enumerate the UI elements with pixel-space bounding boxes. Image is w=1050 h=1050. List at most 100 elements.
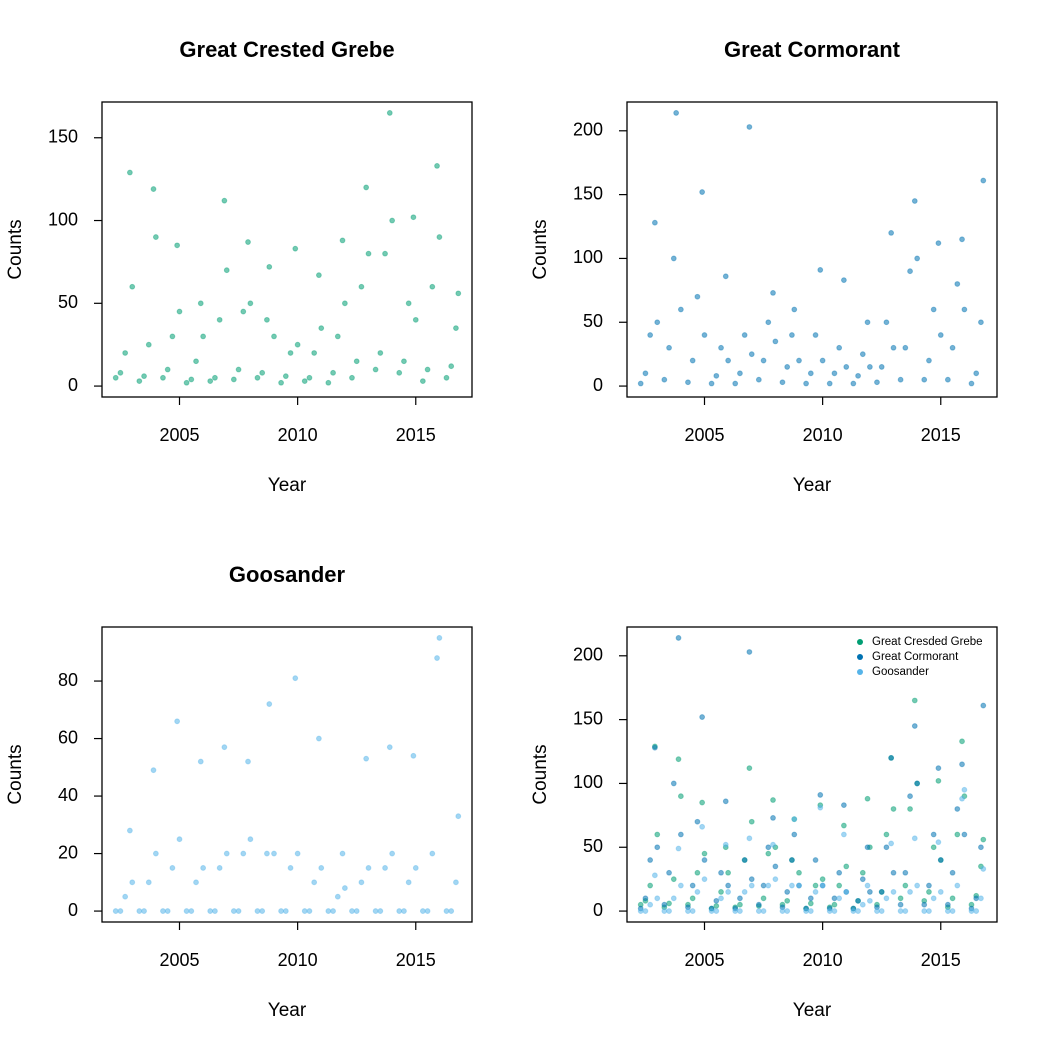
data-point bbox=[902, 908, 909, 914]
data-point bbox=[840, 277, 847, 284]
data-point bbox=[325, 908, 332, 914]
data-point bbox=[419, 378, 426, 385]
data-point bbox=[836, 344, 843, 351]
data-point bbox=[412, 316, 419, 323]
data-point bbox=[699, 799, 706, 806]
data-point bbox=[410, 214, 417, 221]
data-point bbox=[812, 332, 819, 338]
data-point bbox=[737, 370, 743, 377]
data-point bbox=[334, 893, 341, 900]
data-point bbox=[772, 338, 779, 345]
data-point bbox=[230, 908, 237, 914]
data-point bbox=[748, 882, 755, 889]
data-point bbox=[866, 364, 873, 370]
data-point bbox=[914, 882, 921, 889]
y-tick-label: 0 bbox=[68, 900, 78, 920]
data-point bbox=[890, 869, 897, 876]
data-point bbox=[850, 380, 857, 387]
data-point bbox=[382, 865, 388, 871]
data-point bbox=[883, 895, 890, 902]
data-point bbox=[315, 735, 322, 742]
data-point bbox=[770, 289, 776, 296]
data-point bbox=[748, 818, 755, 825]
data-point bbox=[937, 889, 944, 895]
data-point bbox=[713, 372, 720, 379]
y-tick-label: 0 bbox=[593, 900, 603, 920]
data-point bbox=[746, 765, 753, 772]
data-point bbox=[888, 230, 895, 236]
data-point bbox=[271, 333, 277, 340]
data-point bbox=[339, 850, 346, 857]
data-point bbox=[784, 908, 791, 914]
data-point bbox=[330, 369, 336, 376]
data-point bbox=[358, 879, 365, 886]
data-point bbox=[911, 198, 918, 204]
data-point bbox=[436, 234, 443, 240]
data-point bbox=[890, 344, 897, 351]
data-point bbox=[169, 865, 176, 871]
data-point bbox=[694, 818, 701, 825]
data-point bbox=[791, 816, 798, 823]
data-point bbox=[353, 908, 360, 914]
data-point bbox=[365, 865, 372, 871]
data-point bbox=[673, 110, 680, 116]
data-point bbox=[807, 900, 814, 907]
data-point bbox=[755, 376, 762, 383]
data-point bbox=[448, 908, 455, 914]
data-point bbox=[831, 370, 838, 377]
data-point bbox=[339, 237, 346, 244]
data-point bbox=[197, 758, 204, 765]
data-point bbox=[807, 370, 814, 377]
data-point bbox=[746, 649, 753, 655]
data-point bbox=[318, 865, 325, 871]
data-point bbox=[855, 372, 861, 379]
y-tick-label: 150 bbox=[573, 708, 603, 728]
data-point bbox=[741, 332, 748, 338]
data-point bbox=[722, 273, 729, 280]
data-point bbox=[365, 250, 372, 257]
data-point bbox=[311, 879, 318, 886]
data-point bbox=[654, 844, 661, 851]
data-point bbox=[141, 908, 147, 914]
data-point bbox=[878, 908, 885, 914]
x-tick-label: 2005 bbox=[159, 950, 199, 970]
data-point bbox=[949, 344, 956, 351]
data-point bbox=[770, 814, 776, 821]
data-point bbox=[796, 869, 802, 876]
data-point bbox=[819, 876, 826, 883]
data-point bbox=[176, 308, 183, 315]
data-point bbox=[760, 357, 767, 364]
data-point bbox=[980, 836, 987, 843]
data-point bbox=[183, 379, 190, 386]
data-point bbox=[254, 908, 261, 914]
data-point bbox=[675, 635, 682, 641]
data-point bbox=[859, 869, 866, 876]
data-point bbox=[240, 308, 247, 315]
data-point bbox=[448, 363, 455, 370]
data-point bbox=[651, 219, 658, 226]
data-point bbox=[784, 364, 791, 370]
data-point bbox=[713, 908, 720, 914]
data-point bbox=[718, 869, 724, 876]
y-tick-label: 50 bbox=[583, 836, 603, 856]
data-point bbox=[200, 865, 207, 871]
data-point bbox=[152, 234, 159, 240]
data-point bbox=[817, 804, 824, 811]
data-point bbox=[944, 376, 951, 383]
data-point bbox=[949, 908, 956, 914]
data-point bbox=[803, 908, 809, 914]
data-point bbox=[954, 806, 961, 812]
data-point bbox=[725, 889, 732, 895]
data-point bbox=[117, 369, 124, 376]
legend-label: Great Cresded Grebe bbox=[872, 636, 983, 648]
data-point bbox=[921, 376, 928, 383]
data-point bbox=[907, 889, 913, 895]
data-point bbox=[765, 319, 772, 326]
data-point bbox=[424, 908, 431, 914]
data-point bbox=[926, 882, 932, 889]
data-point bbox=[141, 373, 147, 380]
data-point bbox=[907, 268, 913, 275]
data-point bbox=[855, 897, 861, 904]
data-point bbox=[389, 217, 396, 224]
data-point bbox=[866, 897, 873, 904]
